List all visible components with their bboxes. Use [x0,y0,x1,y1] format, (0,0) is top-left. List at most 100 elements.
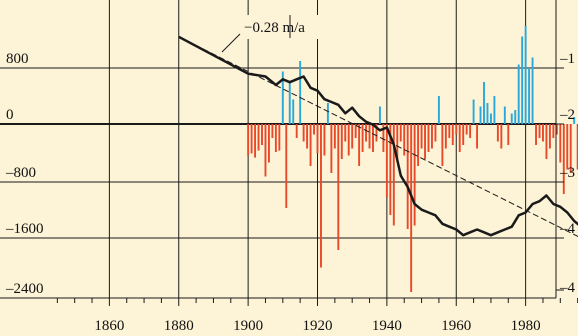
x-tick-label: 1920 [303,318,333,334]
bar [542,124,544,142]
bar [330,124,333,173]
bar [320,124,322,268]
bar [469,124,472,138]
bar [406,124,409,229]
bar [444,124,447,149]
y-left-tick-label: 800 [6,51,29,67]
line-series [178,35,578,237]
bar [340,124,343,159]
bar [316,124,319,154]
axes [0,0,578,306]
x-tick-label: 1980 [511,318,541,334]
bar [479,106,482,124]
x-tick-label: 1900 [233,318,263,334]
bar [431,124,433,149]
bar [250,124,253,154]
bar [410,124,413,292]
bar [559,124,562,163]
trend-annotation-label: −0.28 m/a [244,20,305,36]
bar [247,124,250,156]
bar [337,124,340,250]
bar [521,36,524,124]
bar [403,124,406,156]
bar [417,124,420,166]
bar [344,124,347,142]
bar [493,96,496,124]
bar [254,124,257,158]
bar [368,124,371,149]
bar [427,124,430,152]
bar [323,124,326,156]
y-right-tick-label: –3 [559,165,575,181]
bar [448,124,451,138]
line-lead-segment [178,35,249,75]
bar [555,124,558,135]
bar [489,113,492,124]
y-right-tick-label: –4 [559,280,576,296]
x-tick-label: 1880 [164,318,194,334]
bar [382,124,385,152]
bar [281,71,284,124]
bar [503,106,506,124]
y-right-tick-label: –4 [559,221,576,237]
bar [441,124,444,166]
y-left-tick-label: 0 [6,107,14,123]
bar [528,68,531,124]
bar [302,124,305,142]
bar [413,124,416,226]
bar [437,96,440,124]
bar [271,124,274,138]
bar [261,124,263,145]
bar [285,124,288,208]
bar [476,124,479,149]
line-series-path [247,72,578,237]
annotation-box [236,15,326,39]
tick-labels: 1860 1880 1900 1920 1940 1960 1980 800 0 –800 –160… [5,51,576,334]
bar [510,113,513,124]
annotation-leader [221,33,241,53]
bar [347,124,350,156]
bar [483,82,485,124]
bar [292,99,295,124]
bar [385,124,388,198]
x-tick-label: 1860 [94,318,124,334]
bar [372,124,374,152]
bar [299,61,302,124]
x-tick-label: 1960 [441,318,471,334]
bar [274,124,277,152]
bar [434,124,437,142]
y-left-tick-label: –1600 [5,221,44,237]
bar [500,124,503,149]
bar [333,124,336,149]
bar [531,57,534,124]
bar [378,106,381,124]
bar [545,124,548,159]
bar [295,124,298,138]
bar [326,103,329,124]
bar [288,82,291,124]
bar [264,124,267,177]
annotation: −0.28 m/a [221,15,326,53]
bar [486,103,489,124]
bar [514,110,517,124]
bar [562,124,565,194]
y-left-tick-label: –800 [5,165,36,181]
bar [465,124,468,135]
y-right-tick-label: –1 [559,51,575,67]
bar [267,124,270,163]
y-right-tick-label: –2 [559,107,575,123]
bar [313,124,315,135]
bar [358,124,361,166]
bar [472,99,475,124]
x-tick-label: 1940 [372,318,402,334]
bar [351,124,354,149]
bar [548,124,551,149]
bar [524,26,527,124]
bar [538,124,541,138]
bar [424,124,426,159]
bar [354,124,357,138]
